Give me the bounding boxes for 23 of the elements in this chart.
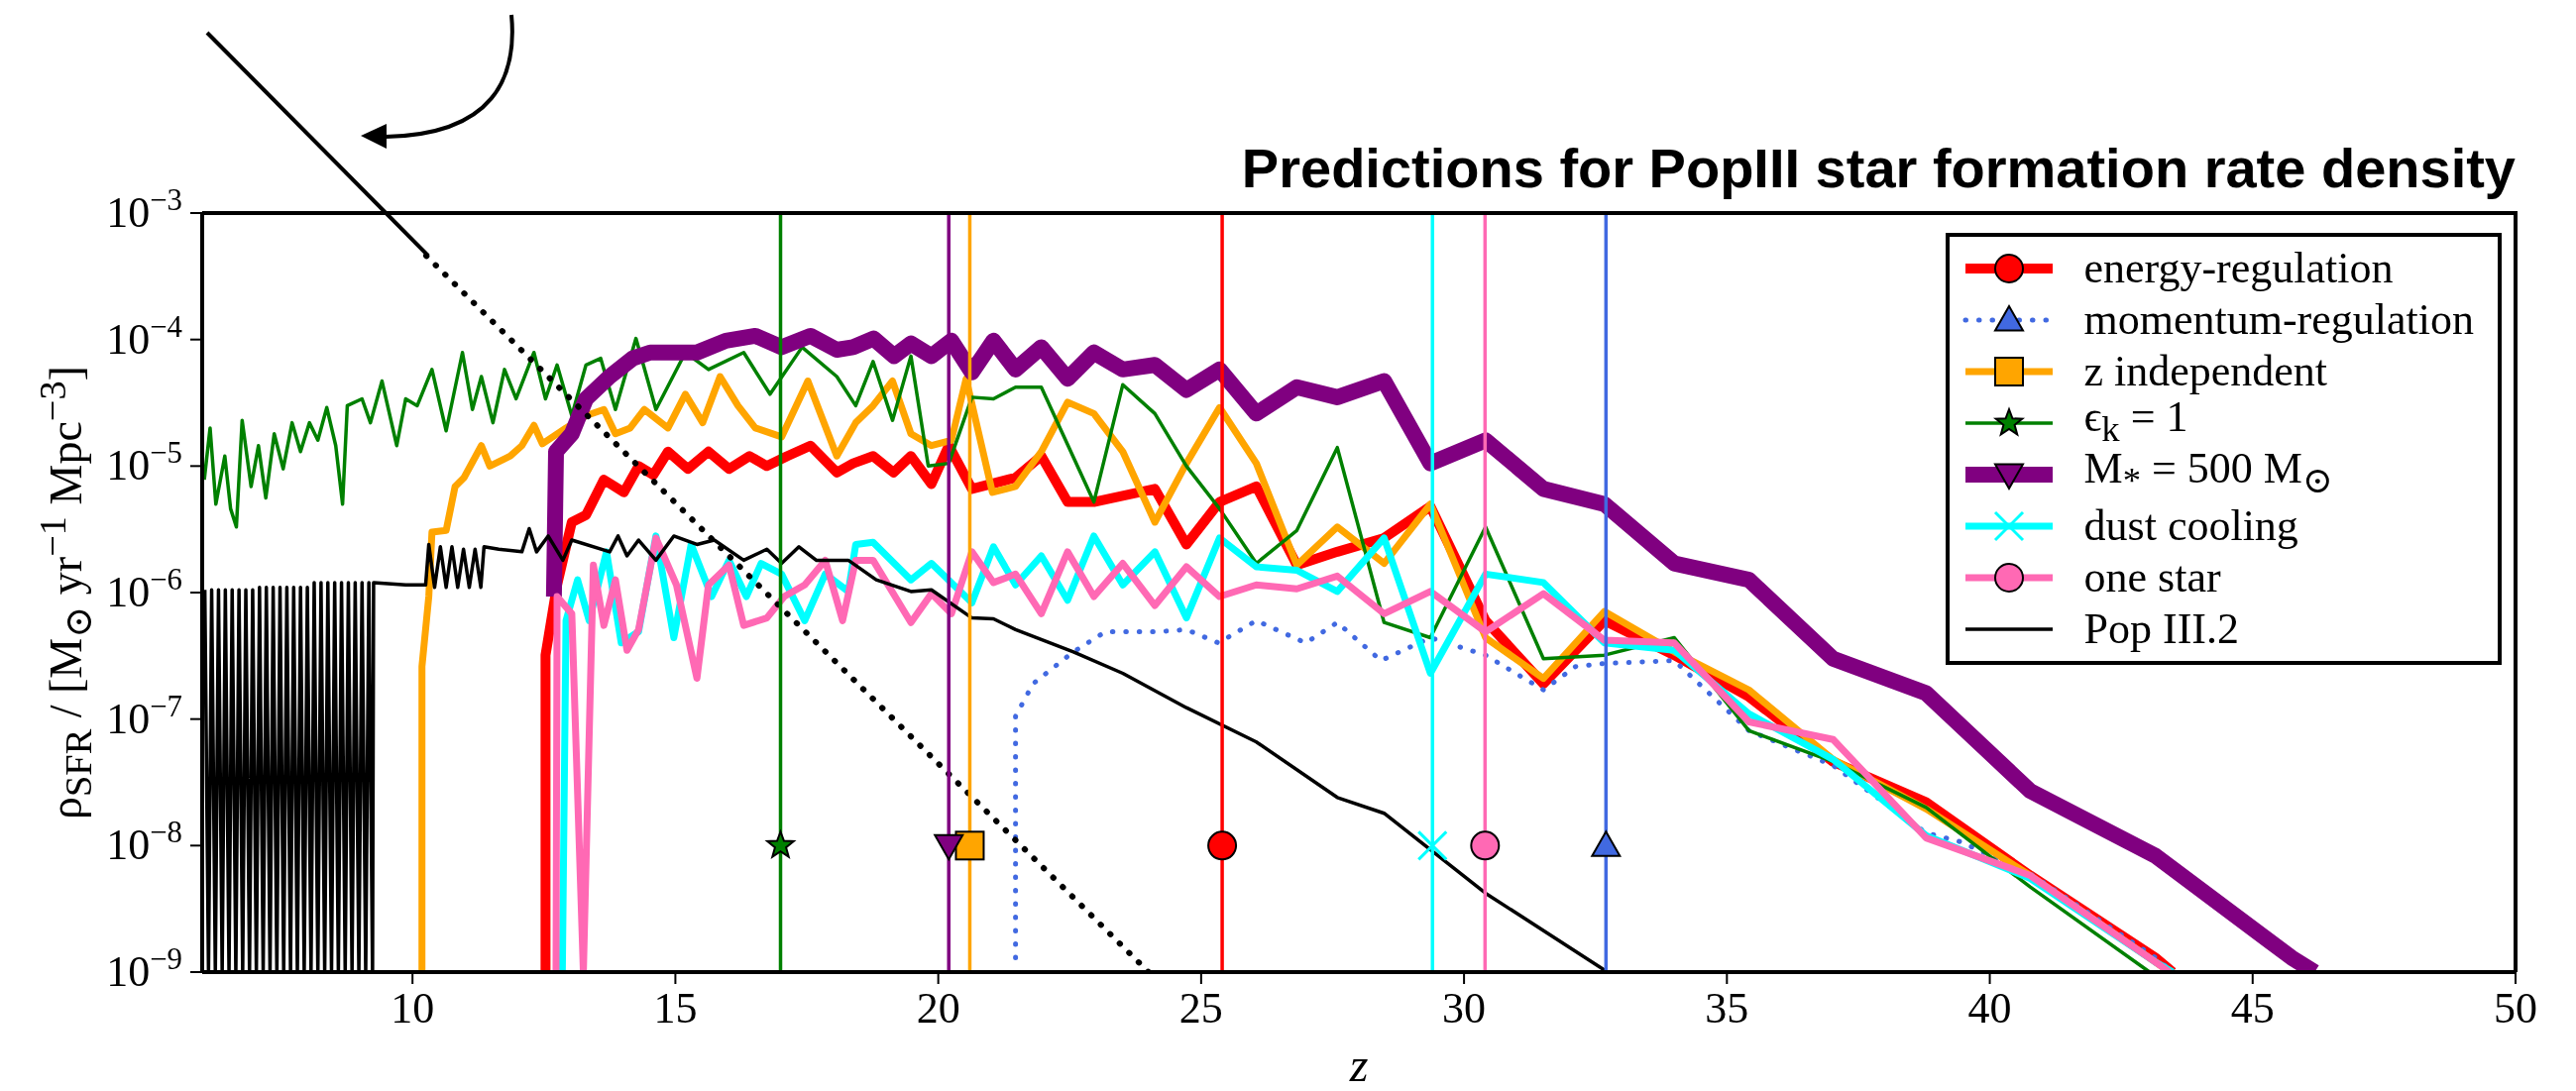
legend-label: dust cooling xyxy=(2083,500,2298,552)
x-tick-label: 30 xyxy=(1442,984,1487,1034)
y-tick-label: 10$^{−9}$ xyxy=(106,942,182,996)
x-axis-title: z xyxy=(1348,1037,1370,1091)
y-tick-label: 10$^{−5}$ xyxy=(106,436,182,491)
x-tick-label: 15 xyxy=(653,984,698,1034)
y-tick-label: 10$^{−6}$ xyxy=(106,563,182,616)
x-tick-label: 35 xyxy=(1705,984,1749,1034)
legend-label: energy-regulation xyxy=(2083,243,2394,294)
chart-title: Predictions for PopIII star formation rate density xyxy=(1241,136,2516,200)
x-tick-label: 10 xyxy=(391,984,435,1034)
y-tick-label: 10$^{−3}$ xyxy=(106,183,182,237)
x-tick-label: 25 xyxy=(1178,984,1223,1034)
legend-label: momentum-regulation xyxy=(2083,294,2474,346)
y-tick-label: 10$^{−8}$ xyxy=(106,816,182,870)
y-tick-label: 10$^{−7}$ xyxy=(106,689,182,743)
x-tick-label: 50 xyxy=(2494,984,2537,1034)
legend-label: one star xyxy=(2083,552,2221,603)
x-tick-label: 40 xyxy=(1967,984,2012,1034)
x-tick-label: 20 xyxy=(916,984,960,1034)
y-tick-label: 10$^{−4}$ xyxy=(106,309,182,364)
x-tick-label: 45 xyxy=(2230,984,2275,1034)
legend-label: Pop III.2 xyxy=(2083,603,2239,655)
